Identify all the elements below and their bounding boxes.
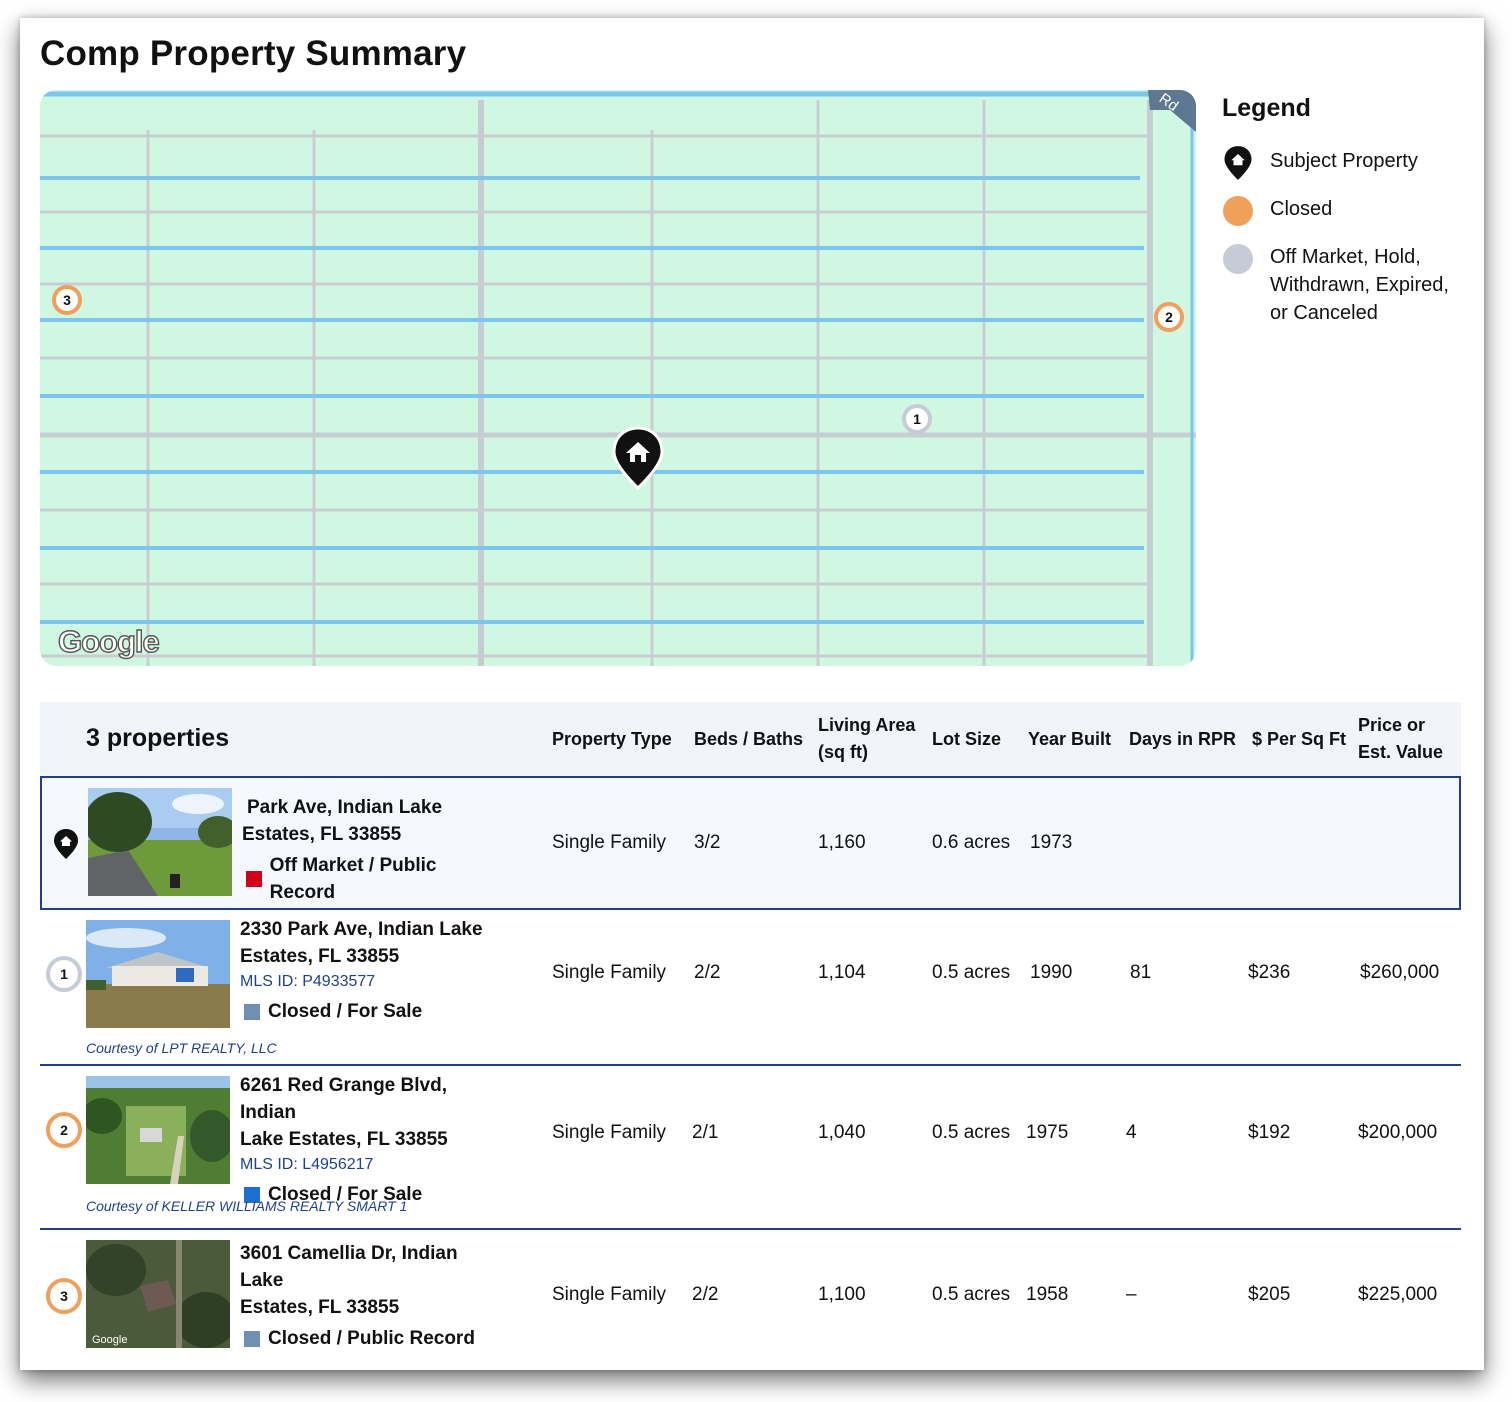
legend-item-closed: Closed (1222, 195, 1472, 227)
comp-photo-1[interactable] (86, 920, 230, 1028)
comp-photo-3[interactable]: Google (86, 1240, 230, 1348)
legend-item-subject: Subject Property (1222, 146, 1472, 180)
listing-courtesy: Courtesy of KELLER WILLIAMS REALTY SMART… (86, 1198, 408, 1214)
beds-baths: 2/2 (694, 962, 721, 983)
property-type: Single Family (552, 1122, 667, 1143)
year-built: 1990 (1030, 962, 1073, 983)
property-count: 3 properties (86, 724, 230, 752)
price: $225,000 (1358, 1284, 1438, 1305)
table-row[interactable]: 3 Google 3601 Camellia Dr, Indian Lake E… (40, 1230, 1461, 1360)
closed-dot-icon (1223, 196, 1253, 226)
off-market-dot-icon (1223, 244, 1253, 274)
beds-baths: 2/2 (692, 1284, 719, 1305)
col-lot-size[interactable]: Lot Size (932, 729, 1002, 749)
status-swatch (246, 871, 262, 887)
living-area: 1,104 (818, 962, 866, 983)
per-sqft: $205 (1248, 1284, 1291, 1305)
price: $260,000 (1360, 962, 1440, 983)
living-area: 1,040 (818, 1122, 866, 1143)
table-row[interactable]: 1 2330 Park Ave, Indian Lake Estates, FL… (40, 910, 1461, 1066)
listing-courtesy: Courtesy of LPT REALTY, LLC (86, 1040, 277, 1056)
price: $200,000 (1358, 1122, 1438, 1143)
map-marker-1[interactable]: 1 (902, 404, 932, 434)
col-beds-baths[interactable]: Beds / Baths (694, 729, 804, 749)
col-per-sqft[interactable]: $ Per Sq Ft (1252, 729, 1347, 749)
comp-marker-1: 1 (46, 956, 82, 992)
table-header: 3 properties Property Type Beds / Baths … (40, 702, 1461, 776)
property-type: Single Family (552, 962, 667, 983)
days-in-rpr: 81 (1130, 962, 1152, 983)
status-swatch (244, 1330, 260, 1347)
comp-summary-page: Comp Property Summary (20, 18, 1484, 1370)
comp-photo-2[interactable] (86, 1076, 230, 1184)
col-days-in-rpr[interactable]: Days in RPR (1129, 729, 1237, 749)
days-in-rpr: – (1126, 1284, 1137, 1305)
subject-property-type: Single Family (552, 832, 667, 853)
legend-title: Legend (1222, 94, 1311, 122)
comp-address-1[interactable]: 2330 Park Ave, Indian Lake Estates, FL 3… (240, 919, 483, 1022)
subject-status: Off Market / Public Record (242, 852, 502, 906)
beds-baths: 2/1 (692, 1122, 719, 1143)
comp-map[interactable]: Rd 1 2 3 Google (40, 90, 1196, 666)
photo-google-attribution: Google (92, 1334, 128, 1346)
days-in-rpr: 4 (1126, 1122, 1137, 1143)
col-living-area[interactable]: Living Area (sq ft) (818, 715, 916, 762)
subject-lot-size: 0.6 acres (932, 832, 1011, 853)
subject-pin-icon (48, 826, 84, 862)
map-legend: Legend Subject Property Closed Off Marke… (1222, 94, 1472, 343)
table-row[interactable]: 2 6261 Red Grange Blvd, Indian Lake Esta… (40, 1066, 1461, 1230)
status-swatch (244, 1186, 260, 1203)
year-built: 1958 (1026, 1284, 1069, 1305)
comp-address-2[interactable]: 6261 Red Grange Blvd, Indian Lake Estate… (240, 1075, 448, 1205)
google-attribution: Google (57, 623, 160, 659)
living-area: 1,100 (818, 1284, 866, 1305)
lot-size: 0.5 acres (932, 962, 1011, 983)
col-year-built[interactable]: Year Built (1028, 729, 1112, 749)
col-price[interactable]: Price or Est. Value (1358, 715, 1444, 762)
subject-living-area: 1,160 (818, 832, 866, 853)
map-marker-3[interactable]: 3 (52, 285, 82, 315)
comp-marker-3: 3 (46, 1278, 82, 1314)
status-swatch (244, 1003, 260, 1020)
map-street-grid (40, 90, 1196, 666)
per-sqft: $236 (1248, 962, 1291, 983)
lot-size: 0.5 acres (932, 1122, 1011, 1143)
year-built: 1975 (1026, 1122, 1069, 1143)
page-title: Comp Property Summary (40, 34, 467, 73)
subject-year-built: 1973 (1030, 832, 1073, 853)
lot-size: 0.5 acres (932, 1284, 1011, 1305)
subject-photo[interactable] (88, 788, 232, 896)
comp-marker-2: 2 (46, 1112, 82, 1148)
subject-address[interactable]: Park Ave, Indian Lake Estates, FL 33855 … (242, 794, 502, 906)
map-marker-2[interactable]: 2 (1154, 302, 1184, 332)
legend-item-off-market: Off Market, Hold, Withdrawn, Expired, or… (1222, 243, 1472, 327)
subject-property-pin-icon[interactable] (612, 426, 664, 490)
subject-beds-baths: 3/2 (694, 832, 721, 853)
comp-address-3[interactable]: 3601 Camellia Dr, Indian Lake Estates, F… (240, 1243, 475, 1349)
table-row-subject[interactable]: Park Ave, Indian Lake Estates, FL 33855 … (40, 776, 1461, 910)
col-property-type[interactable]: Property Type (552, 729, 672, 749)
home-pin-icon (1222, 146, 1254, 180)
road-label: Rd (1155, 90, 1182, 115)
per-sqft: $192 (1248, 1122, 1291, 1143)
property-type: Single Family (552, 1284, 667, 1305)
comp-table: 3 properties Property Type Beds / Baths … (40, 702, 1461, 1360)
